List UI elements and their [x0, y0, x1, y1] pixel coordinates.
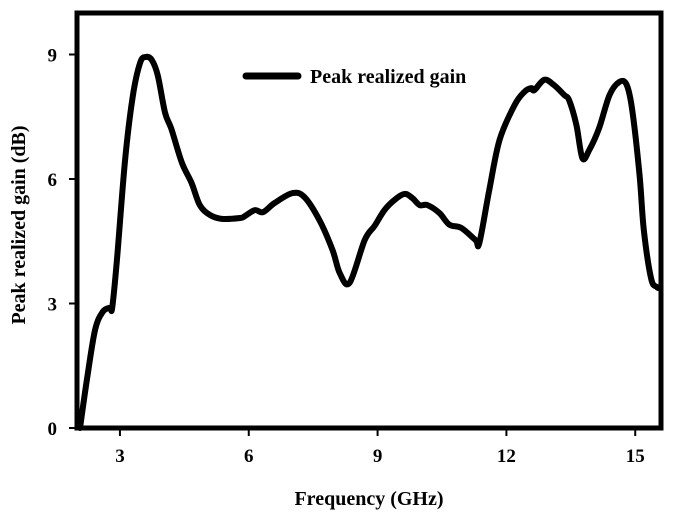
- x-tick-label: 15: [626, 446, 645, 467]
- x-tick-label: 3: [115, 446, 125, 467]
- legend-label: Peak realized gain: [310, 66, 466, 88]
- y-tick-label: 6: [48, 170, 58, 191]
- x-tick-label: 12: [497, 446, 516, 467]
- y-tick-label: 9: [48, 46, 58, 67]
- y-tick-label: 0: [48, 419, 58, 440]
- series-line-peak-realized-gain: [77, 53, 663, 431]
- y-axis-label: Peak realized gain (dB): [8, 125, 30, 324]
- y-tick-label: 3: [48, 295, 58, 316]
- plot-frame: [74, 10, 664, 431]
- x-tick-label: 6: [244, 446, 254, 467]
- x-axis-label: Frequency (GHz): [294, 488, 443, 510]
- legend: Peak realized gain: [242, 66, 466, 88]
- x-tick-label: 9: [373, 446, 383, 467]
